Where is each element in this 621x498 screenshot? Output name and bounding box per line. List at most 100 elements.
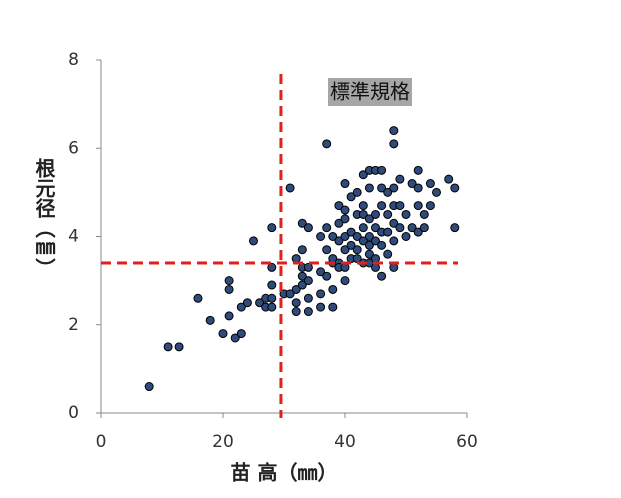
point [371,223,380,233]
y-tick-label: 4 [68,227,79,247]
point [242,298,252,308]
point [383,209,393,219]
point [432,187,441,197]
point [340,245,350,255]
point [377,240,387,250]
point [316,289,326,299]
point [358,201,368,211]
point [364,183,374,193]
x-axis-label: 苗 高（㎜） [231,461,338,485]
point [163,342,173,352]
point [174,342,184,352]
point [401,209,411,219]
point [358,170,368,180]
y-tick-label: 8 [68,50,79,70]
point [291,284,301,294]
point [230,333,240,343]
point [395,201,405,211]
x-tick-label: 60 [456,432,478,452]
point [352,245,362,255]
point [364,249,374,259]
point [401,232,411,241]
point [389,126,399,136]
point [352,232,362,241]
point [322,245,332,255]
point [224,276,234,286]
point [328,232,338,241]
point [389,236,399,246]
point [193,293,203,303]
point [358,236,368,246]
point [224,284,234,294]
point [407,179,417,189]
x-tick-label: 40 [334,432,356,452]
y-tick-label: 0 [68,403,79,423]
point [334,236,344,246]
point [303,262,313,272]
point [303,293,313,303]
point [371,236,380,246]
point [340,205,350,215]
point [425,179,435,189]
point [346,227,356,237]
point [389,262,399,272]
point [316,267,326,277]
point [267,280,277,290]
y-tick-label: 6 [68,138,79,158]
point [297,280,307,290]
point [358,223,368,233]
point [377,271,387,281]
point [322,139,332,149]
point [236,329,246,339]
point [285,289,295,299]
point [383,187,393,197]
point [303,223,313,233]
point [205,315,215,325]
point [316,232,326,241]
x-tick-label: 0 [96,432,107,452]
point [340,179,350,189]
point [340,276,350,286]
point [218,329,228,339]
point [303,307,313,317]
point [334,218,344,228]
point [389,183,399,193]
point [383,227,393,237]
point [419,223,429,233]
point [328,284,338,294]
point [419,209,429,219]
point [322,223,332,233]
annotation: 標準規格 [330,80,410,104]
point [358,209,368,219]
point [425,201,435,211]
point [395,223,405,233]
y-axis-label: 根元径（㎜） [32,157,56,278]
point [407,223,417,233]
point [346,192,356,202]
point [413,201,423,211]
point [364,214,374,224]
annotation-box [328,78,412,106]
point [395,174,405,184]
point [413,183,423,193]
point [371,254,380,264]
point [224,311,234,321]
point [444,174,454,184]
point [291,298,301,308]
point [249,236,258,246]
point [340,232,350,241]
point [377,201,387,211]
point [364,232,374,241]
point [352,187,362,197]
point [389,218,399,228]
point [297,271,307,281]
point [291,307,301,317]
point [346,240,356,250]
point [413,227,423,237]
point [377,183,387,193]
y-tick-label: 2 [68,315,79,335]
point [297,218,307,228]
point [285,183,295,193]
x-tick-label: 20 [212,432,234,452]
point [389,139,399,149]
